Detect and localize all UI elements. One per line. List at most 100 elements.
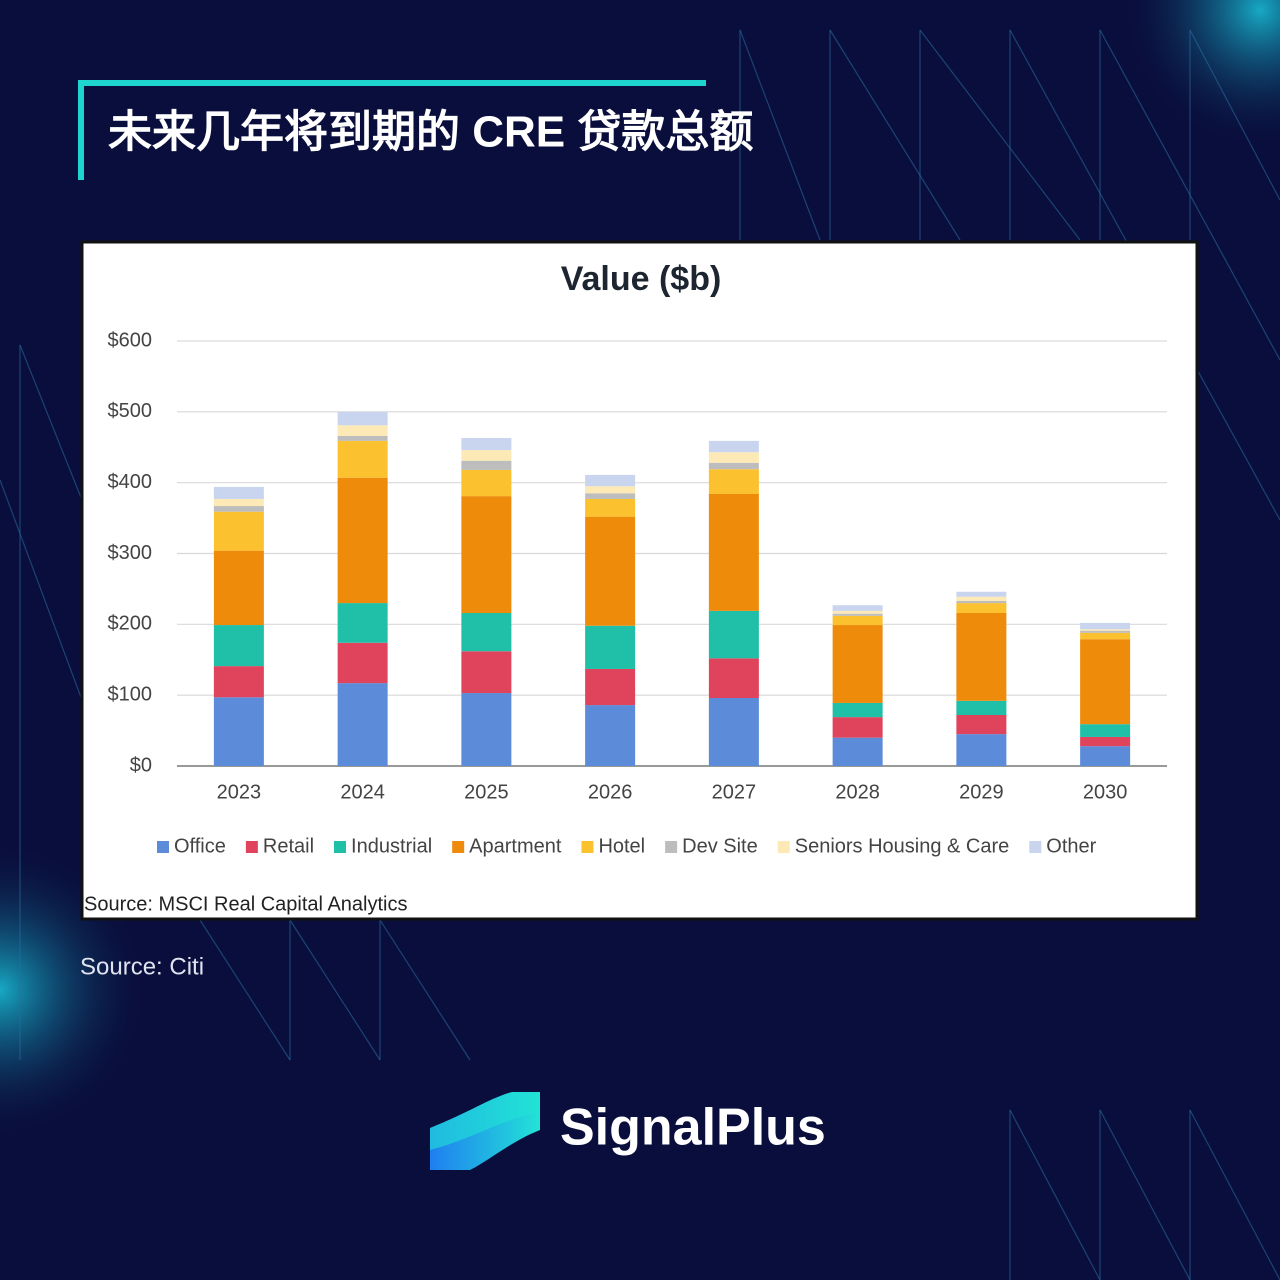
bar-segment — [461, 651, 512, 694]
bar-segment — [337, 411, 388, 426]
x-tick-label: 2030 — [1083, 781, 1128, 803]
bar-segment — [956, 596, 1007, 601]
bar-segment — [708, 452, 759, 463]
bar-segment — [1080, 746, 1131, 766]
bar-segment — [832, 737, 883, 766]
bar-segment — [337, 603, 388, 643]
bar-segment — [461, 613, 512, 652]
bar-segment — [461, 460, 512, 470]
bar-segment — [1080, 632, 1131, 640]
bar-segment — [337, 425, 388, 436]
bar-segment — [708, 462, 759, 470]
legend-label: Other — [1046, 835, 1096, 857]
bar-segment — [1080, 736, 1131, 747]
accent-bar — [78, 80, 84, 180]
bar-segment — [585, 474, 636, 487]
decoration — [0, 29, 1280, 1280]
x-tick-label: 2029 — [959, 781, 1004, 803]
x-tick-label: 2026 — [588, 781, 633, 803]
y-tick-label: $300 — [108, 542, 153, 564]
chart-source: Source: MSCI Real Capital Analytics — [84, 893, 407, 915]
legend-swatch — [665, 841, 678, 853]
bar-segment — [708, 698, 759, 766]
x-tick-label: 2025 — [464, 781, 509, 803]
bar-segment — [708, 440, 759, 453]
legend-label: Dev Site — [682, 835, 758, 857]
bar-segment — [337, 440, 388, 478]
bar-segment — [585, 516, 636, 626]
bar-segment — [213, 550, 264, 626]
brand-logo — [430, 1092, 540, 1170]
bar-segment — [213, 697, 264, 766]
bar-segment — [337, 477, 388, 604]
header-title: 未来几年将到期的 CRE 贷款总额 — [108, 108, 753, 157]
bar-segment — [832, 605, 883, 611]
bar-segment — [832, 717, 883, 738]
footer-source: Source: Citi — [80, 953, 204, 980]
bar-segment — [213, 486, 264, 499]
y-tick-label: $100 — [108, 683, 153, 705]
bar-segment — [956, 734, 1007, 766]
bar-segment — [956, 603, 1007, 613]
legend-label: Apartment — [469, 835, 562, 857]
bar-segment — [337, 435, 388, 441]
legend-swatch — [245, 841, 258, 853]
y-tick-label: $0 — [130, 754, 152, 776]
legend-swatch — [452, 841, 465, 853]
chart-title: Value ($b) — [561, 260, 722, 298]
bar-segment — [585, 486, 636, 494]
bar-segment — [585, 705, 636, 766]
bar-segment — [832, 625, 883, 703]
legend-label: Seniors Housing & Care — [795, 835, 1010, 857]
x-tick-label: 2027 — [712, 781, 757, 803]
bar-segment — [585, 625, 636, 669]
legend-label: Industrial — [351, 835, 432, 857]
brand-name: SignalPlus — [560, 1099, 826, 1157]
bar-segment — [1080, 639, 1131, 725]
bar-segment — [956, 700, 1007, 715]
chart-panel — [80, 240, 1199, 921]
bar-segment — [461, 438, 512, 451]
accent-bar — [78, 80, 706, 86]
bar-segment — [956, 591, 1007, 597]
x-tick-label: 2028 — [835, 781, 880, 803]
bar-segment — [461, 496, 512, 613]
y-tick-label: $200 — [108, 613, 153, 635]
bar-segment — [213, 498, 264, 507]
legend-swatch — [157, 841, 169, 853]
bar-segment — [213, 511, 264, 551]
bar-segment — [956, 715, 1007, 735]
bar-segment — [461, 693, 512, 766]
x-tick-label: 2024 — [340, 781, 385, 803]
bar-segment — [832, 610, 883, 614]
bar-segment — [1080, 629, 1131, 631]
bar-segment — [213, 506, 264, 512]
bar-segment — [213, 625, 264, 667]
y-tick-label: $500 — [108, 400, 153, 422]
x-tick-label: 2023 — [217, 781, 262, 803]
glow — [1120, 0, 1280, 150]
plot: $0 $100 $200 $300 $400 $500 $600 2023 2024 2025 20… — [108, 329, 1167, 857]
bar-segment — [708, 494, 759, 611]
legend-swatch — [1029, 841, 1042, 853]
legend-label: Office — [174, 835, 226, 857]
bar-segment — [956, 613, 1007, 701]
bar-segment — [337, 642, 388, 684]
bar-segment — [585, 493, 636, 499]
bar-segment — [585, 498, 636, 517]
legend-swatch — [581, 841, 594, 853]
bar-segment — [585, 668, 636, 706]
bar-segment — [708, 610, 759, 659]
bar-segment — [213, 666, 264, 698]
bar-segment — [832, 613, 883, 616]
legend-swatch — [334, 841, 347, 853]
legend-swatch — [777, 841, 790, 853]
bar-segment — [832, 615, 883, 626]
y-tick-label: $600 — [108, 329, 153, 351]
bar-segment — [708, 658, 759, 698]
bar-segment — [337, 683, 388, 766]
bar-segment — [1080, 724, 1131, 737]
bar-segment — [1080, 622, 1131, 630]
